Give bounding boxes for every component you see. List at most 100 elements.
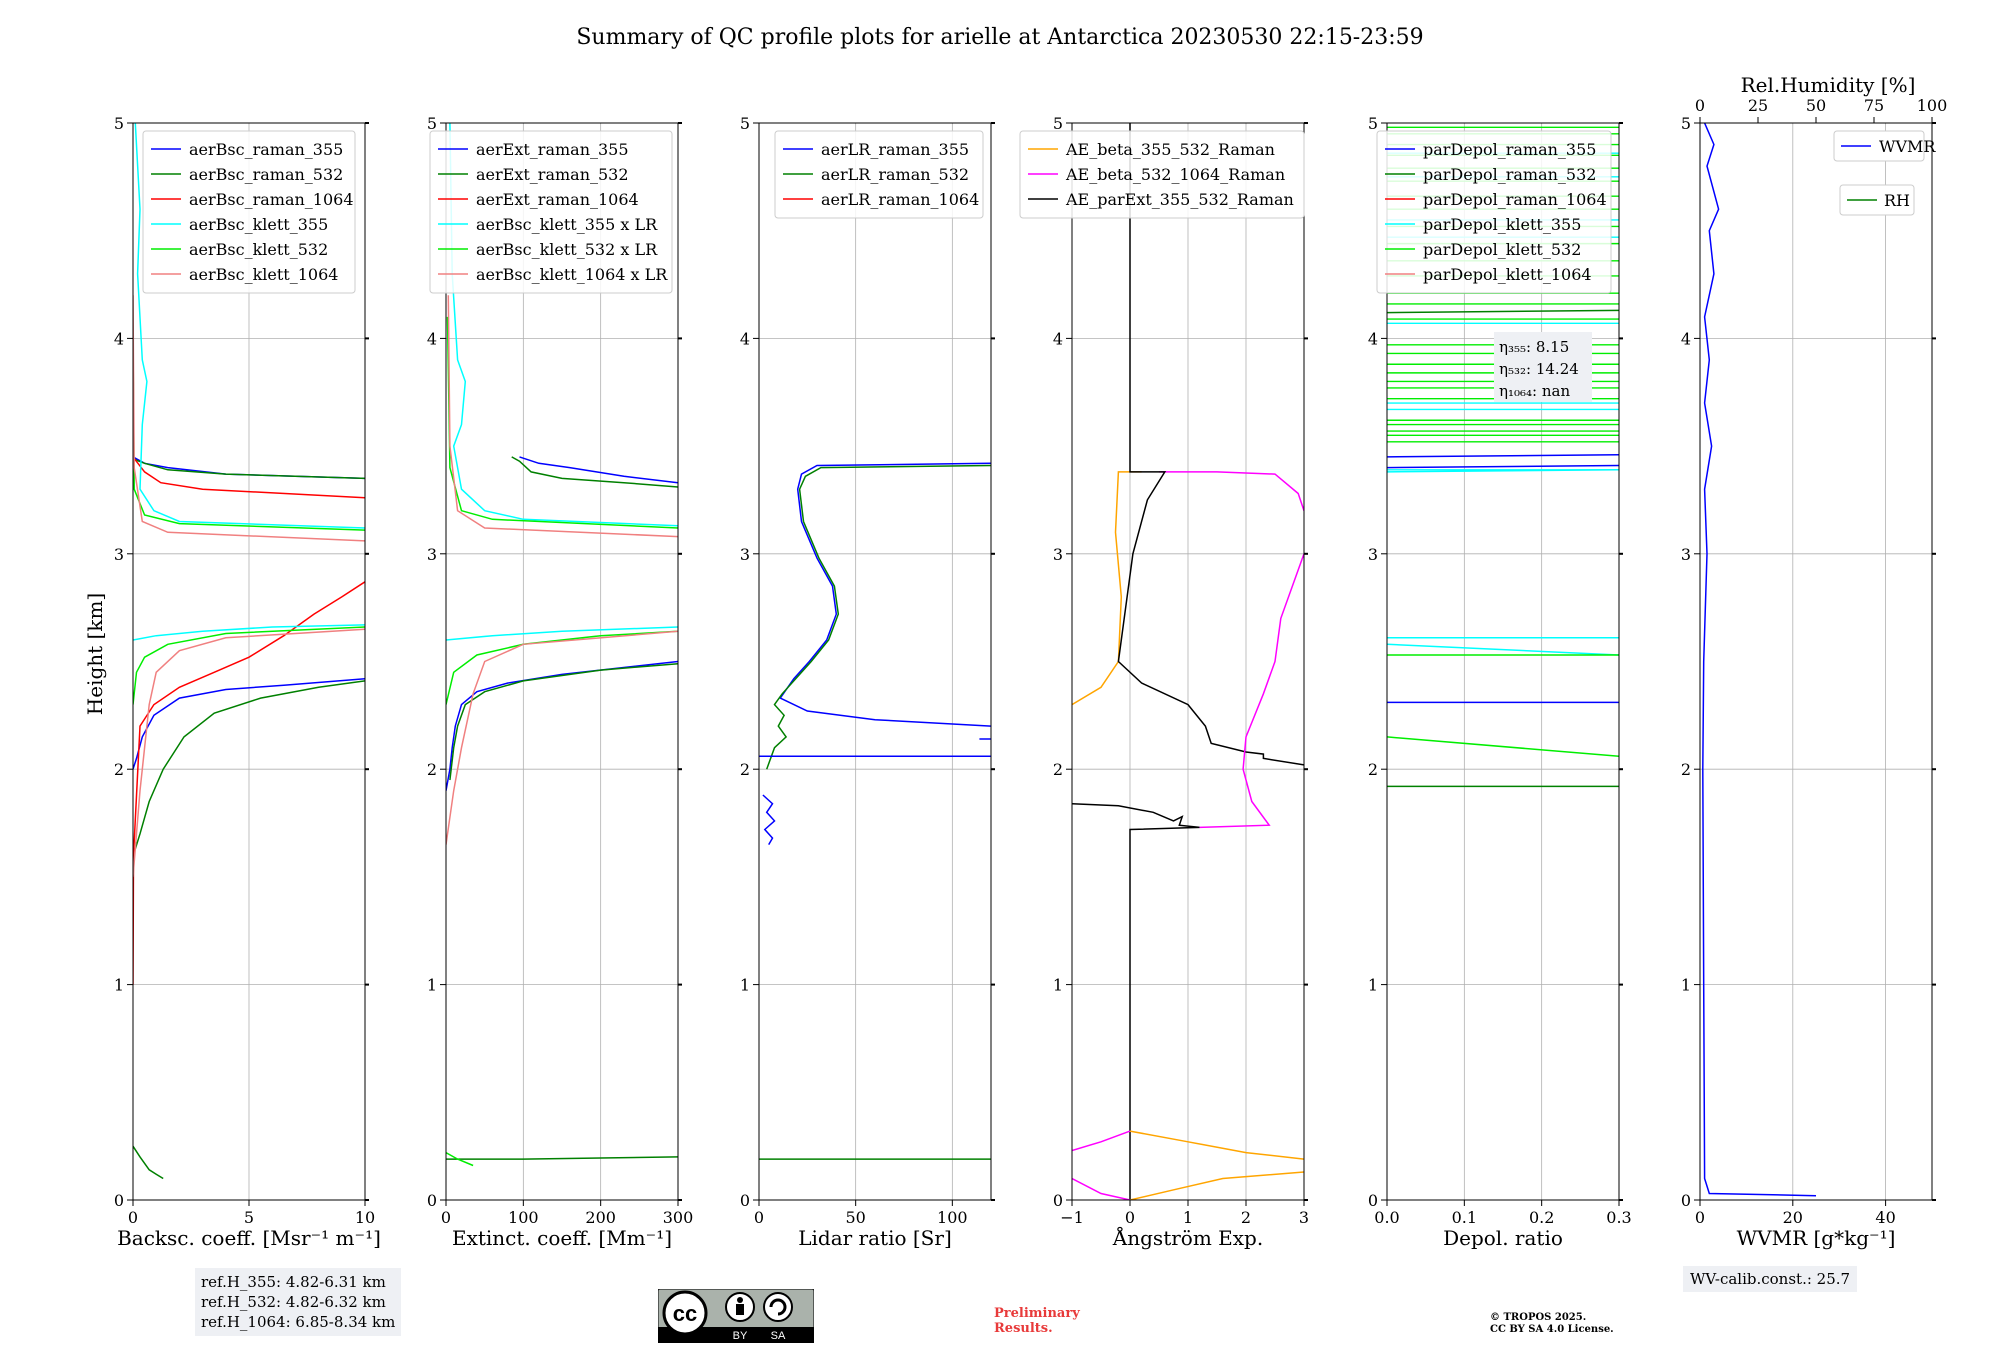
series-line [133,295,365,542]
x-tick-label: 10 [355,1208,375,1227]
y-tick-label: 2 [427,760,437,779]
x-axis-label: Backsc. coeff. [Msr⁻¹ m⁻¹] [117,1226,381,1250]
y-tick-label: 3 [427,545,437,564]
cc-icon: cc [673,1301,697,1326]
y-tick-label: 2 [740,760,750,779]
x-tick-label: 100 [508,1208,539,1227]
top-tick-label: 25 [1748,96,1768,115]
top-tick-label: 75 [1864,96,1884,115]
rh-axis-label: Rel.Humidity [%] [1741,73,1916,97]
series-line [447,295,678,538]
series-line [1387,464,1619,469]
y-tick-label: 5 [1053,114,1063,133]
y-tick-label: 1 [740,976,750,995]
series-line [1072,1177,1131,1200]
legend-entry: aerLR_raman_532 [821,165,969,184]
y-tick-label: 4 [1368,329,1378,348]
legend-entry: aerBsc_klett_355 x LR [476,215,658,234]
series-line [762,794,776,845]
y-tick-label: 5 [740,114,750,133]
legend-entry: aerBsc_klett_532 [189,240,328,259]
x-tick-label: 0 [1125,1208,1135,1227]
series-line [765,464,991,770]
legend-entry: aerLR_raman_1064 [821,190,979,209]
legend-entry: aerLR_raman_355 [821,140,969,159]
x-axis-label: Depol. ratio [1443,1226,1563,1250]
x-tick-label: 40 [1875,1208,1895,1227]
x-tick-label: 0 [754,1208,764,1227]
series-line [446,316,678,529]
legend-entry: parDepol_raman_1064 [1423,190,1607,209]
y-tick-label: 3 [740,545,750,564]
series-group [133,123,365,1180]
legend-entry: aerBsc_klett_532 x LR [476,240,658,259]
eta-value: η₅₃₂: 14.24 [1499,360,1579,378]
y-axis-label: Height [km] [83,593,107,715]
axes-frame [1386,122,1620,1201]
series-line [446,1151,474,1167]
legend-entry: aerBsc_klett_355 [189,215,328,234]
series-line [1387,643,1619,656]
y-tick-label: 0 [740,1191,750,1210]
y-tick-label: 3 [114,545,124,564]
series-line [134,123,365,529]
panel-depol: 0.0 0.1 0.2 0.3 0 1 2 3 4 5 Depol. ratio parDepol_r… [1368,114,1632,1250]
x-tick-label: 20 [1783,1208,1803,1227]
legend-box [1019,130,1305,219]
reference-height-box: ref.H_355: 4.82-6.31 km ref.H_532: 4.82-… [195,1268,402,1336]
axes-frame [445,122,679,1201]
legend-box [429,130,673,294]
series-group [759,462,991,1160]
preliminary-note: Preliminary Results. [994,1306,1080,1336]
legend-entry: aerBsc_raman_532 [189,165,343,184]
legend-entry: aerBsc_raman_1064 [189,190,354,209]
y-tick-label: 3 [1368,545,1378,564]
figure-title: Summary of QC profile plots for arielle … [576,25,1423,50]
x-tick-label: −1 [1060,1208,1084,1227]
legend-entry: RH [1884,191,1910,210]
series-line [446,626,678,641]
series-line [1129,1171,1304,1200]
x-tick-label: 0.2 [1529,1208,1554,1227]
series-line [446,1156,678,1160]
x-tick-label: 0.1 [1452,1208,1477,1227]
x-tick-label: 0.0 [1374,1208,1399,1227]
legend: parDepol_raman_355 parDepol_raman_532 parD… [1376,130,1612,294]
legend: aerBsc_raman_355 aerBsc_raman_532 aerBsc_r… [142,130,356,294]
legend: aerExt_raman_355 aerExt_raman_532 aerExt_r… [429,130,673,294]
series-line [1072,802,1200,1200]
y-tick-label: 4 [740,329,750,348]
copyright-line-2: CC BY SA 4.0 License. [1490,1324,1614,1335]
series-line [1072,471,1142,706]
series-line [133,624,365,641]
series-line [449,123,678,527]
series-line [1978,123,2000,1200]
y-tick-label: 1 [427,976,437,995]
legend-entry: parDepol_klett_532 [1423,240,1581,259]
cc-sa-text: SA [771,1330,786,1342]
panel-ext: 0 100 200 300 0 1 2 3 4 5 Extinct. coeff. [Mm⁻¹] ae… [427,114,693,1250]
y-tick-label: 4 [114,329,124,348]
eta-value: η₃₅₅: 8.15 [1499,338,1569,356]
axes-frame [758,122,992,1201]
y-tick-label: 2 [114,760,124,779]
eta-value: η₁₀₆₄: nan [1499,382,1570,400]
y-tick-label: 4 [427,329,437,348]
y-tick-label: 5 [114,114,124,133]
y-tick-label: 4 [1053,329,1063,348]
series-group [1072,123,1304,1200]
y-tick-label: 2 [1053,760,1063,779]
cc-by-text: BY [733,1330,748,1342]
x-axis-label: Lidar ratio [Sr] [798,1226,952,1250]
copyright-note: © TROPOS 2025. CC BY SA 4.0 License. [1490,1312,1614,1336]
legend-entry: aerExt_raman_355 [476,140,629,159]
series-line [511,456,678,488]
legend-entry: parDepol_klett_1064 [1423,265,1592,284]
y-tick-label: 5 [1368,114,1378,133]
eta-box-bg [1494,332,1592,402]
series-line [446,630,678,845]
y-tick-label: 3 [1053,545,1063,564]
copyright-line-1: © TROPOS 2025. [1490,1312,1587,1323]
legend: AE_beta_355_532_Raman AE_beta_532_1064_Ra… [1019,130,1305,219]
y-tick-label: 0 [114,1191,124,1210]
